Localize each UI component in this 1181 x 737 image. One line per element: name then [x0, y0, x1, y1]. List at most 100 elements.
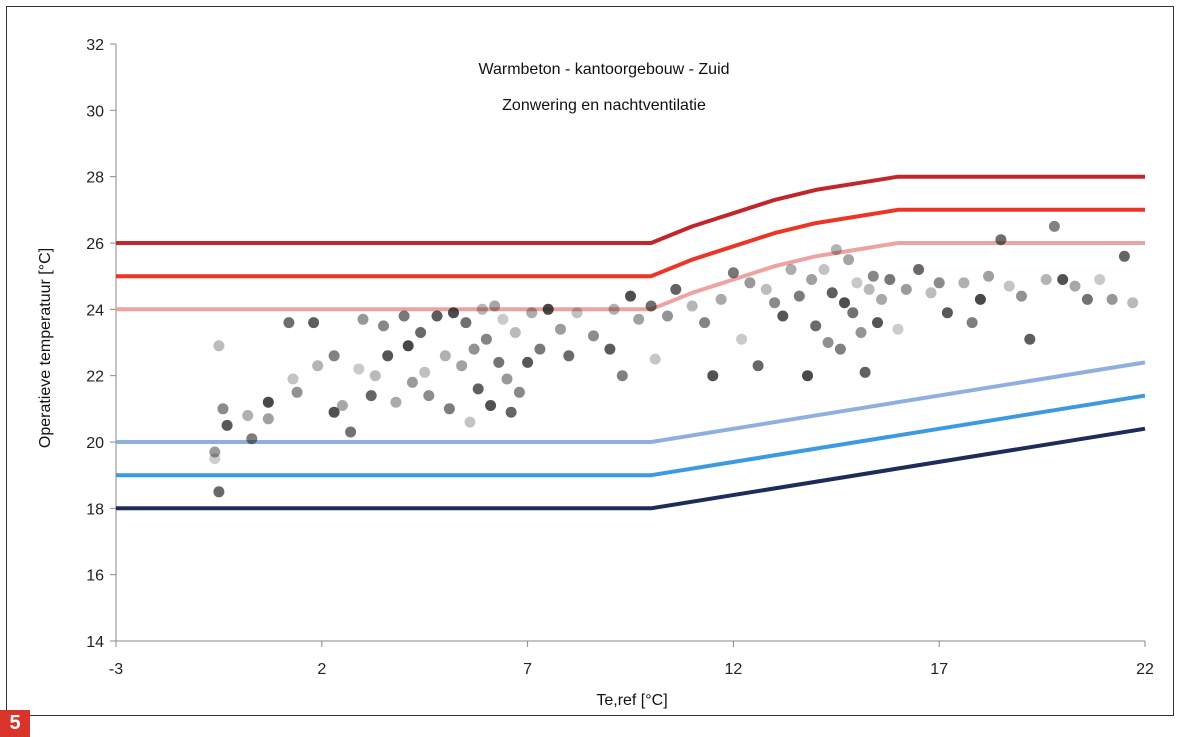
data-point [308, 317, 320, 329]
data-point [398, 310, 410, 322]
data-point [1057, 274, 1069, 285]
data-point [542, 303, 554, 315]
data-point [357, 313, 369, 325]
data-point [460, 317, 472, 329]
data-point [382, 350, 394, 362]
data-point [485, 400, 497, 411]
chart-subtitle: Zonwering en nachtventilatie [502, 97, 706, 114]
data-point [769, 297, 781, 309]
data-point [448, 307, 459, 319]
data-point [480, 333, 492, 345]
data-point [472, 383, 484, 395]
x-axis-title: Te,ref [°C] [596, 692, 667, 709]
data-point [563, 350, 575, 362]
data-point [863, 283, 875, 295]
data-point [312, 360, 324, 372]
limit-line [116, 393, 1146, 478]
y-tick-label: 28 [86, 170, 104, 187]
data-point [913, 264, 925, 275]
y-tick-label: 18 [86, 501, 104, 518]
data-point [604, 343, 616, 355]
chart-title: Warmbeton - kantoorgebouw - Zuid [478, 61, 729, 78]
data-point [345, 426, 357, 438]
data-point [209, 453, 221, 465]
data-point [588, 330, 599, 342]
data-point [217, 403, 229, 415]
axes: 14 16 18 20 22 24 26 28 30 32 -3 2 7 12 17 22 [86, 37, 1154, 678]
data-point [336, 400, 348, 411]
data-point [892, 323, 904, 335]
data-point [876, 293, 888, 305]
data-point [489, 300, 501, 312]
data-point [1016, 290, 1027, 302]
data-point [291, 386, 303, 398]
data-point [1094, 274, 1106, 285]
data-point [859, 366, 871, 378]
data-point [534, 343, 546, 355]
data-point [415, 327, 427, 338]
data-point [423, 390, 435, 402]
data-point [727, 267, 739, 279]
data-point [839, 297, 850, 309]
data-point [616, 370, 628, 382]
y-tick-label: 30 [86, 103, 104, 120]
data-point [830, 244, 842, 256]
scatter-chart: 14 16 18 20 22 24 26 28 30 32 -3 2 7 12 17 22 Warmbeton… [37, 37, 1154, 709]
data-point [715, 293, 727, 305]
data-point [608, 303, 620, 315]
data-point [213, 486, 225, 498]
data-point [501, 373, 513, 385]
data-point [933, 277, 945, 289]
comfort-limit-lines [116, 174, 1146, 511]
y-axis-title: Operatieve temperatuur [°C] [37, 248, 54, 448]
data-point [810, 320, 822, 332]
data-point [1040, 274, 1052, 285]
data-point [867, 270, 879, 282]
data-point [283, 317, 295, 329]
x-tick-label: 22 [1136, 661, 1154, 678]
data-point [777, 310, 789, 322]
limit-line [116, 174, 1145, 245]
data-point [1024, 333, 1036, 345]
data-point [645, 300, 657, 312]
data-point [221, 419, 233, 431]
data-point [439, 350, 451, 362]
limit-line [116, 241, 1145, 312]
data-point [505, 406, 517, 418]
data-point [509, 327, 521, 338]
limit-line [116, 360, 1146, 444]
data-point [1003, 280, 1015, 292]
data-point [468, 343, 480, 355]
data-point [213, 340, 225, 352]
data-point [419, 366, 431, 378]
data-point [246, 433, 258, 445]
y-tick-label: 24 [86, 302, 104, 319]
data-point [555, 323, 566, 335]
x-tick-label: 7 [523, 661, 532, 678]
data-point [443, 403, 455, 415]
data-point [686, 300, 698, 312]
data-point [406, 376, 418, 388]
data-point [802, 370, 813, 382]
data-point [855, 327, 867, 338]
data-point [925, 287, 937, 299]
data-point [822, 337, 834, 348]
data-point [752, 360, 764, 372]
y-tick-label: 26 [86, 236, 104, 253]
data-point [843, 254, 855, 266]
y-tick-label: 22 [86, 369, 104, 386]
data-point [431, 310, 443, 322]
data-point [571, 307, 583, 319]
data-point [262, 396, 274, 408]
data-point [1081, 293, 1093, 305]
data-point [834, 343, 846, 355]
data-point [966, 317, 978, 329]
data-point [872, 317, 883, 329]
y-tick-label: 14 [86, 634, 104, 651]
data-point [793, 290, 805, 302]
data-point [365, 390, 377, 402]
x-tick-label: 17 [930, 661, 948, 678]
data-point [851, 277, 863, 289]
data-point [662, 310, 673, 322]
y-tick-label: 16 [86, 568, 104, 585]
